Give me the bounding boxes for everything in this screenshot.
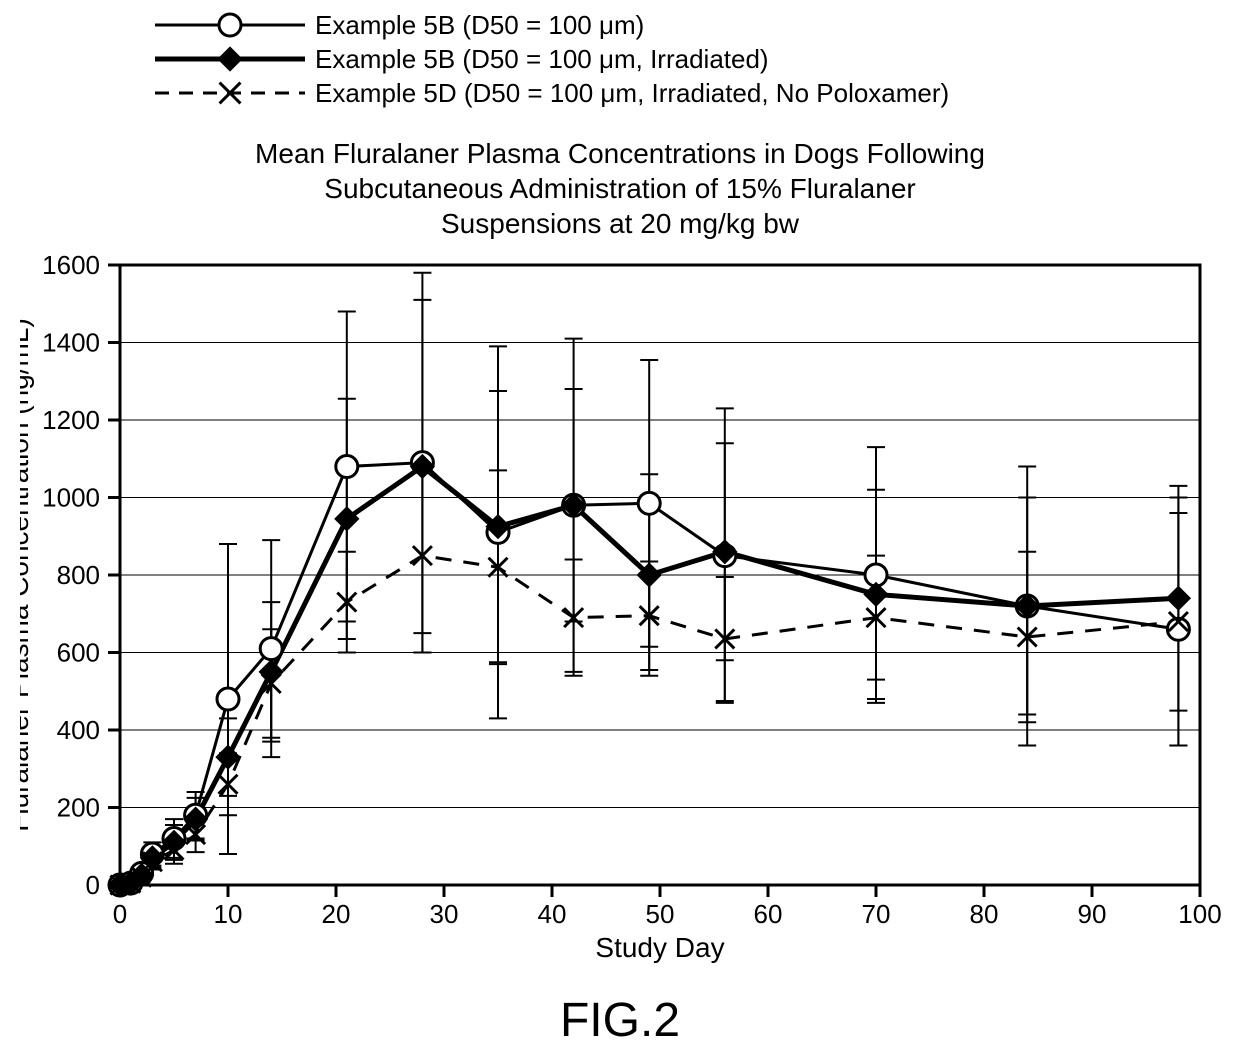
legend-item: Example 5D (D50 = 100 μm, Irradiated, No… bbox=[155, 76, 949, 110]
figure-caption: FIG.2 bbox=[0, 993, 1240, 1048]
svg-text:60: 60 bbox=[754, 899, 783, 929]
svg-text:1600: 1600 bbox=[42, 250, 100, 280]
svg-text:100: 100 bbox=[1178, 899, 1221, 929]
chart-title-line: Suspensions at 20 mg/kg bw bbox=[120, 206, 1120, 241]
chart-title-line: Subcutaneous Administration of 15% Flura… bbox=[120, 171, 1120, 206]
svg-text:0: 0 bbox=[86, 870, 100, 900]
svg-text:400: 400 bbox=[57, 715, 100, 745]
svg-text:Fluralaner Plasma Concentratio: Fluralaner Plasma Concentration (ng/mL) bbox=[20, 318, 34, 832]
svg-text:70: 70 bbox=[862, 899, 891, 929]
legend-label: Example 5D (D50 = 100 μm, Irradiated, No… bbox=[315, 78, 949, 109]
svg-text:80: 80 bbox=[970, 899, 999, 929]
svg-text:1200: 1200 bbox=[42, 405, 100, 435]
legend-label: Example 5B (D50 = 100 μm, Irradiated) bbox=[315, 44, 769, 75]
svg-text:600: 600 bbox=[57, 638, 100, 668]
legend-item: Example 5B (D50 = 100 μm, Irradiated) bbox=[155, 42, 949, 76]
chart-plot: 0102030405060708090100020040060080010001… bbox=[20, 245, 1230, 975]
svg-text:1000: 1000 bbox=[42, 483, 100, 513]
svg-text:50: 50 bbox=[646, 899, 675, 929]
svg-text:30: 30 bbox=[430, 899, 459, 929]
svg-text:90: 90 bbox=[1078, 899, 1107, 929]
svg-text:200: 200 bbox=[57, 793, 100, 823]
legend-item: Example 5B (D50 = 100 μm) bbox=[155, 8, 949, 42]
chart-title-line: Mean Fluralaner Plasma Concentrations in… bbox=[120, 136, 1120, 171]
svg-text:1400: 1400 bbox=[42, 328, 100, 358]
chart-title: Mean Fluralaner Plasma Concentrations in… bbox=[120, 136, 1120, 241]
svg-text:40: 40 bbox=[538, 899, 567, 929]
svg-text:0: 0 bbox=[113, 899, 127, 929]
svg-text:800: 800 bbox=[57, 560, 100, 590]
chart-legend: Example 5B (D50 = 100 μm)Example 5B (D50… bbox=[155, 8, 949, 110]
svg-text:10: 10 bbox=[214, 899, 243, 929]
legend-label: Example 5B (D50 = 100 μm) bbox=[315, 10, 644, 41]
svg-text:20: 20 bbox=[322, 899, 351, 929]
svg-text:Study Day: Study Day bbox=[595, 932, 724, 963]
